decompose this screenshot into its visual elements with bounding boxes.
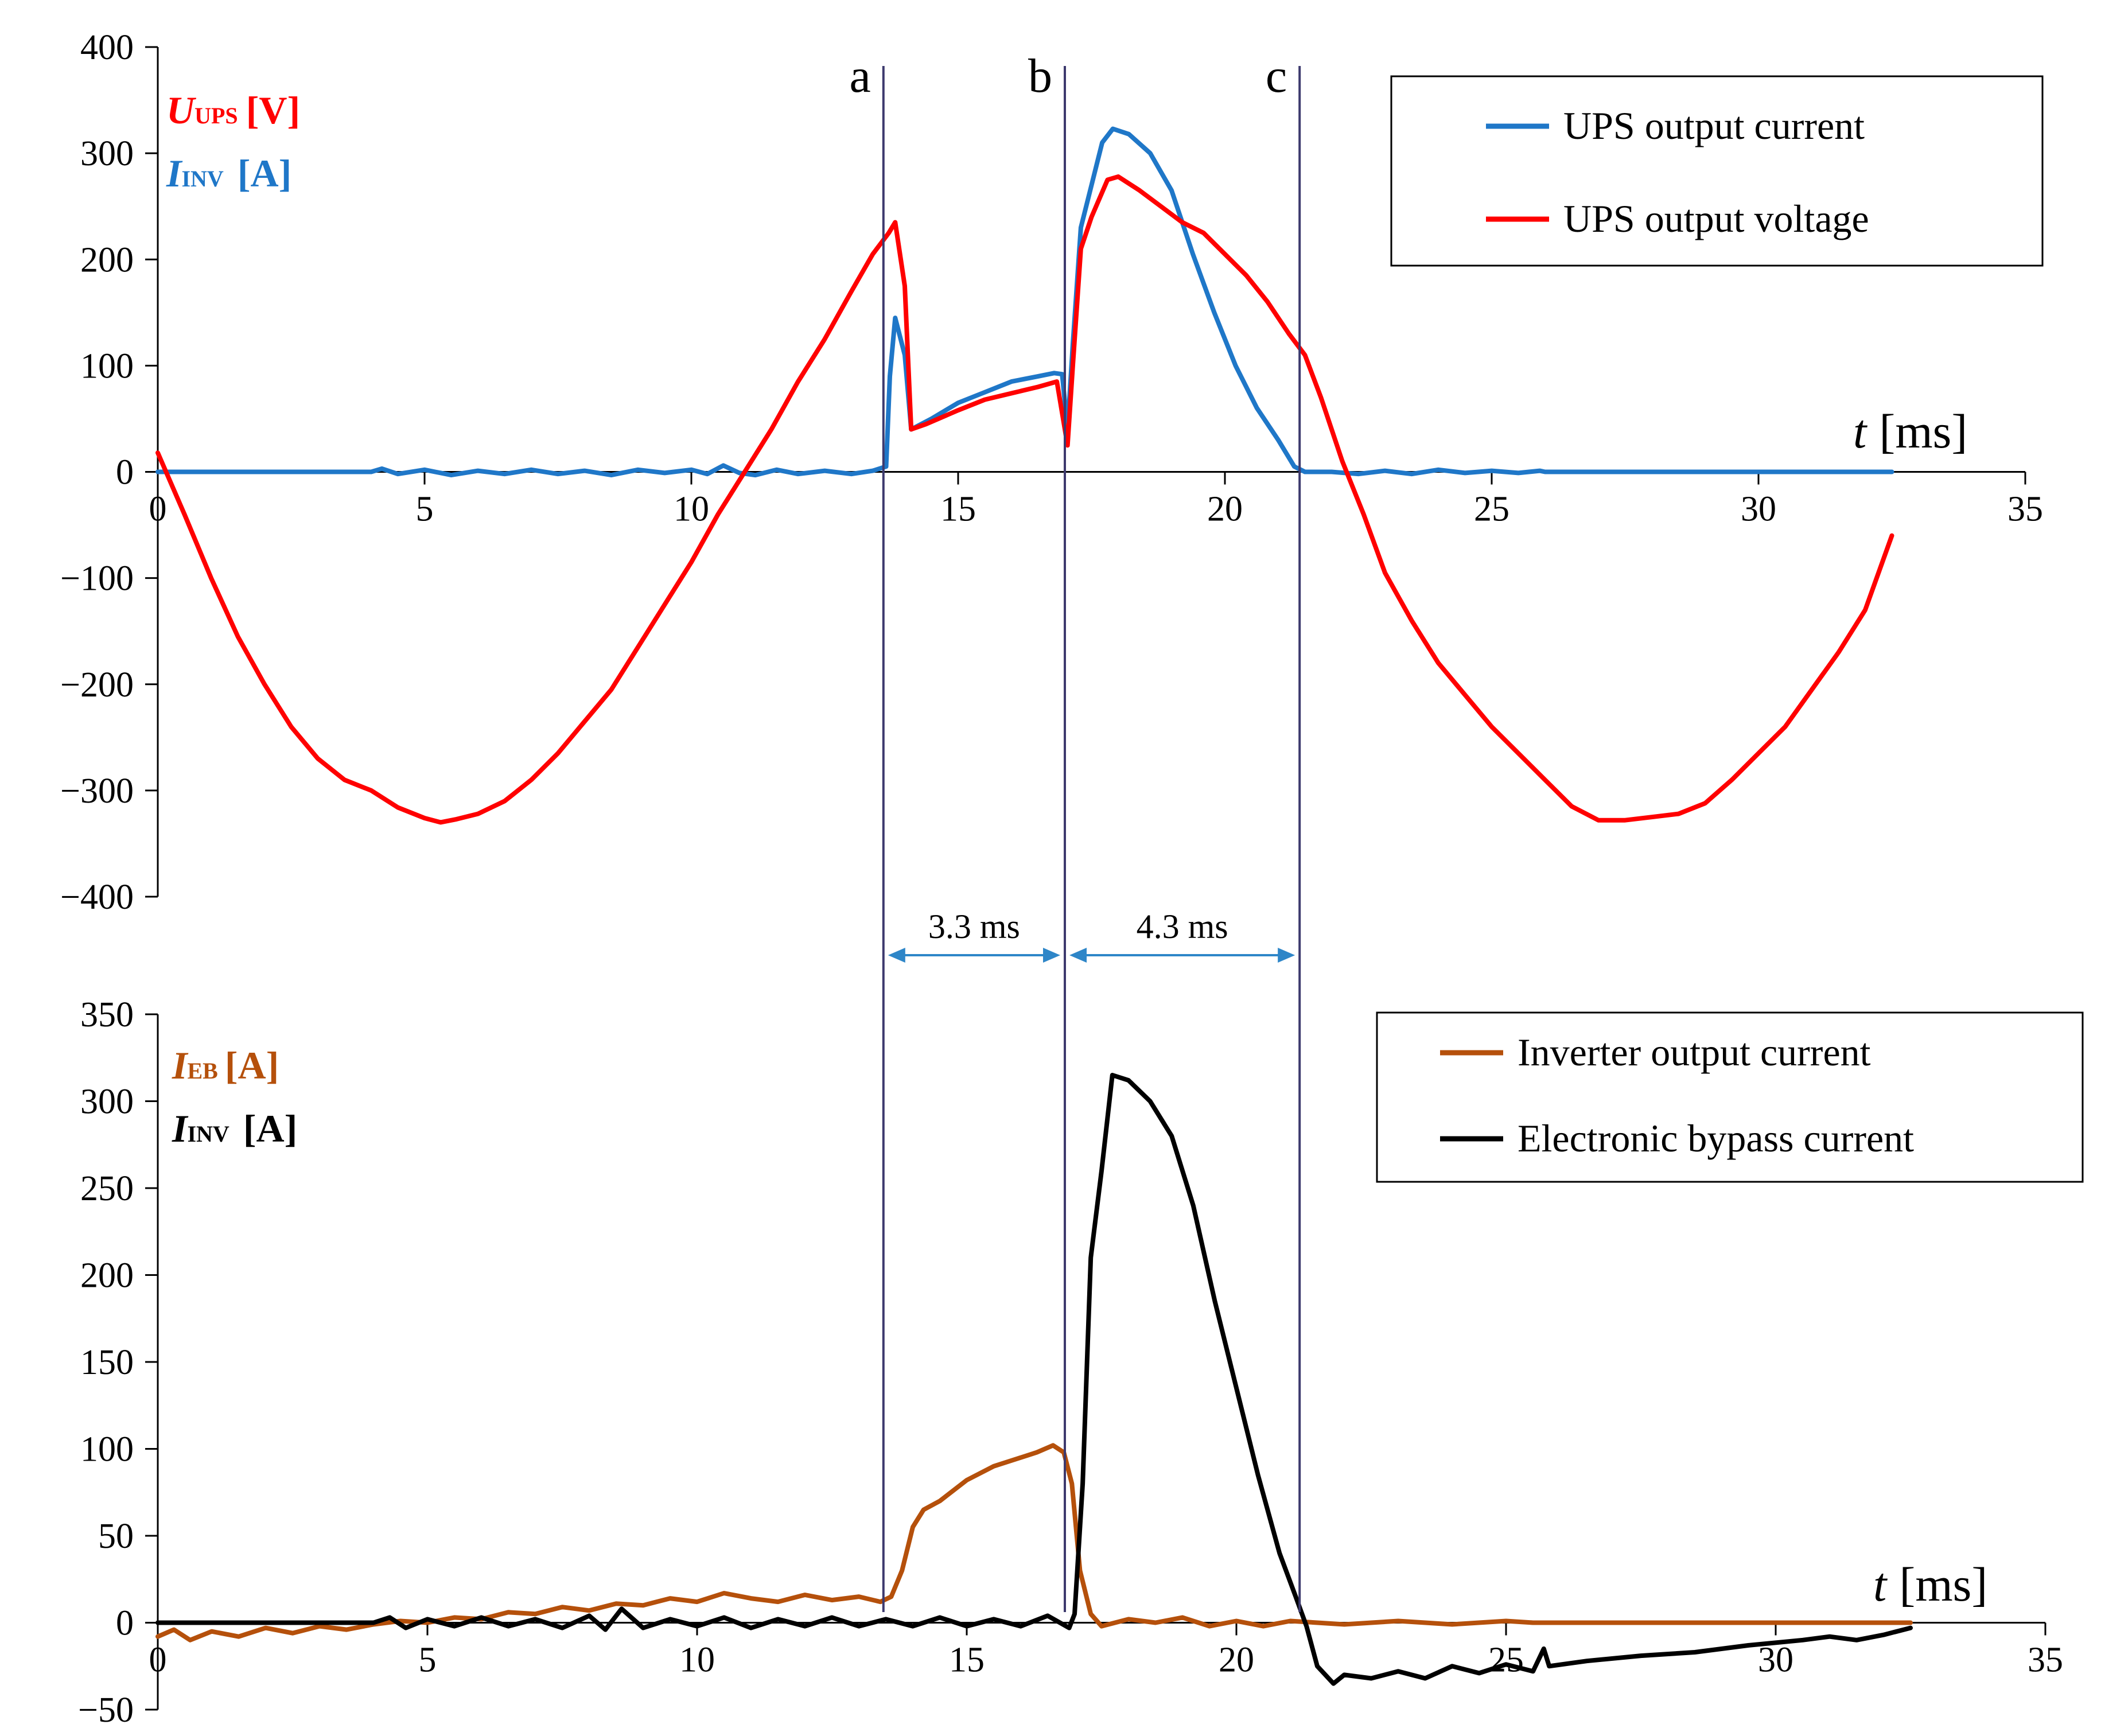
bot-ytick-label: 150: [80, 1343, 134, 1382]
bottom-xlabel: t [ms]: [1873, 1558, 1987, 1612]
bottom-legend: Inverter output current Electronic bypas…: [1376, 1011, 2084, 1183]
top-ytick-label: 200: [80, 240, 134, 279]
bottom-series: [155, 1073, 1913, 1686]
bot-ytick-label: 250: [80, 1169, 134, 1208]
duration-arrow-head-right: [1278, 948, 1295, 963]
bottom-legend-label-bypass: Electronic bypass current: [1518, 1116, 1914, 1160]
top-ytick-label: −400: [60, 878, 134, 917]
bot-series-inverter-output-current: [155, 1443, 1913, 1642]
top-xtick-label: 30: [1741, 490, 1776, 529]
bot-xtick-label: 20: [1219, 1641, 1254, 1680]
bot-xtick-label: 0: [149, 1641, 167, 1680]
bot-ytick-label: 350: [80, 995, 134, 1034]
bottom-ylabel-eb: IEB [A]: [172, 1044, 279, 1087]
top-series-ups-output-voltage: [155, 174, 1894, 825]
bot-xtick-label: 15: [949, 1641, 985, 1680]
top-ytick-label: −200: [60, 665, 134, 704]
bot-ytick-label: 200: [80, 1256, 134, 1295]
top-ytick-label: 0: [116, 453, 134, 492]
bot-xtick-label: 25: [1488, 1641, 1524, 1680]
bot-ytick-label: 300: [80, 1083, 134, 1122]
top-xlabel: t [ms]: [1853, 405, 1967, 458]
bottom-legend-label-inverter: Inverter output current: [1518, 1030, 1871, 1074]
top-ytick-label: 100: [80, 347, 134, 386]
top-legend-label-voltage: UPS output voltage: [1563, 197, 1869, 240]
bot-ytick-label: 0: [116, 1604, 134, 1643]
top-chart: 400 300 200 100 0 −100 −200 −300 −400 0 5 10 15 20 25 3…: [60, 28, 2044, 917]
duration-arrow-head-left: [888, 948, 905, 963]
top-xtick-label: 10: [674, 490, 709, 529]
bot-ytick-label: −50: [78, 1691, 134, 1730]
top-legend-label-current: UPS output current: [1563, 104, 1865, 147]
bottom-tick-labels: 350 300 250 200 150 100 50 0 −50 0 5 10 15 20 25 30 35: [78, 995, 2063, 1730]
bot-series-electronic-bypass-current: [155, 1073, 1913, 1686]
duration-label: 4.3 ms: [1137, 908, 1228, 945]
top-xtick-label: 5: [416, 490, 434, 529]
bot-xtick-label: 10: [679, 1641, 715, 1680]
top-xtick-label: 20: [1207, 490, 1243, 529]
top-ylabel-current: IINV [A]: [166, 151, 291, 195]
top-ytick-label: −300: [60, 772, 134, 811]
bot-ytick-label: 50: [98, 1517, 134, 1556]
top-series-ups-output-current: [155, 126, 1894, 478]
duration-label: 3.3 ms: [928, 908, 1020, 945]
duration-arrow-head-left: [1069, 948, 1087, 963]
duration-annotations: 3.3 ms 4.3 ms: [888, 908, 1295, 963]
top-xtick-label: 15: [940, 490, 976, 529]
event-markers: a b c: [850, 49, 1301, 1612]
bottom-ylabel-inv: IINV [A]: [172, 1107, 297, 1150]
top-xtick-label: 35: [2007, 490, 2043, 529]
top-xtick-label: 25: [1474, 490, 1509, 529]
event-marker-label-c: c: [1266, 49, 1287, 103]
bot-ytick-label: 100: [80, 1430, 134, 1469]
top-xtick-label: 0: [149, 490, 167, 529]
top-series: [155, 126, 1894, 825]
top-legend: UPS output current UPS output voltage: [1390, 75, 2044, 267]
top-ytick-label: 400: [80, 28, 134, 67]
event-marker-label-a: a: [850, 49, 871, 103]
bottom-chart: 350 300 250 200 150 100 50 0 −50 0 5 10 15 20 25 30 35 I…: [78, 995, 2084, 1730]
duration-arrow-head-right: [1043, 948, 1060, 963]
top-ytick-label: −100: [60, 559, 134, 598]
bot-xtick-label: 35: [2028, 1641, 2063, 1680]
event-marker-label-b: b: [1028, 49, 1052, 103]
bot-xtick-label: 5: [419, 1641, 437, 1680]
top-ylabel-voltage: UUPS [V]: [166, 88, 300, 132]
top-tick-labels: 400 300 200 100 0 −100 −200 −300 −400 0 5 10 15 20 25 3…: [60, 28, 2043, 917]
top-ytick-label: 300: [80, 134, 134, 173]
bot-xtick-label: 30: [1758, 1641, 1793, 1680]
